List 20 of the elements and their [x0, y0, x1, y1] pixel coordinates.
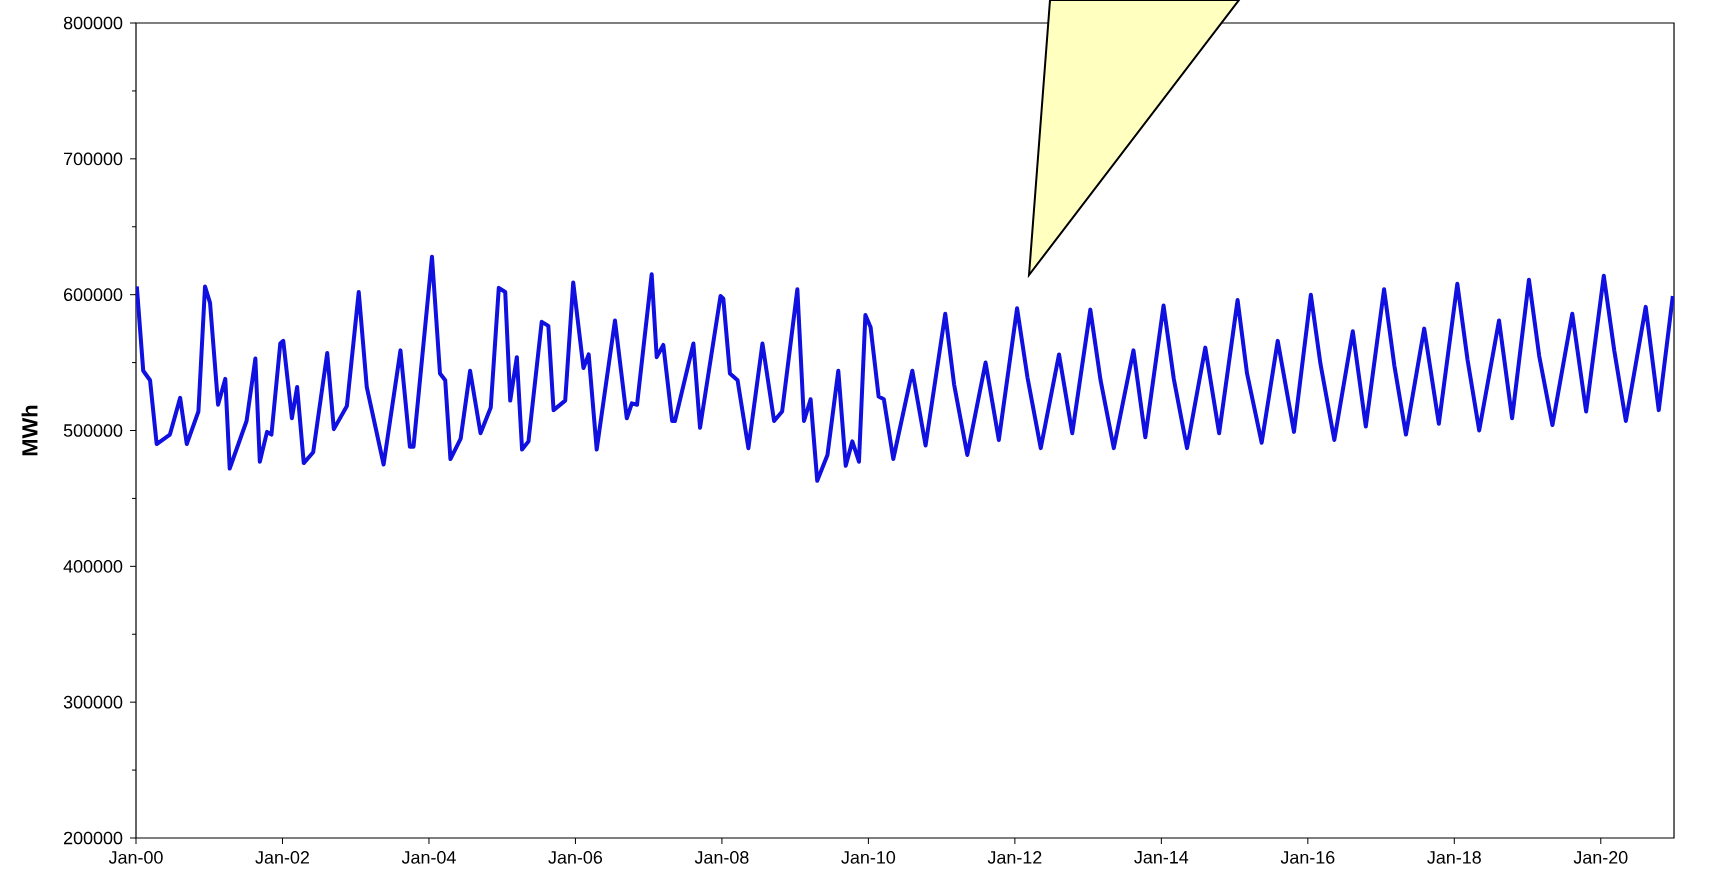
x-tick-label: Jan-02	[255, 851, 309, 864]
y-tick-label: 400000	[63, 559, 123, 573]
x-tick-label: Jan-06	[548, 851, 603, 864]
x-tick-label: Jan-20	[1573, 851, 1628, 864]
x-tick-label: Jan-12	[987, 851, 1042, 864]
x-tick-label: Jan-16	[1280, 851, 1335, 864]
x-tick-label: Jan-04	[401, 851, 456, 864]
x-tick-label: Jan-00	[108, 851, 163, 864]
y-tick-label: 700000	[64, 152, 123, 166]
x-tick-label: Jan-14	[1134, 851, 1189, 864]
y-tick-label: 500000	[63, 424, 123, 437]
x-tick-label: Jan-08	[694, 851, 749, 864]
y-tick-label: 200000	[64, 831, 123, 845]
x-tick-label: Jan-10	[841, 851, 896, 864]
y-tick-label: 600000	[64, 288, 123, 302]
y-tick-label: 300000	[63, 695, 123, 709]
y-axis-title: MWh	[21, 405, 38, 456]
x-tick-label: Jan-18	[1427, 851, 1481, 864]
line-series	[136, 254, 1675, 483]
y-tick-label: 800000	[63, 16, 123, 30]
